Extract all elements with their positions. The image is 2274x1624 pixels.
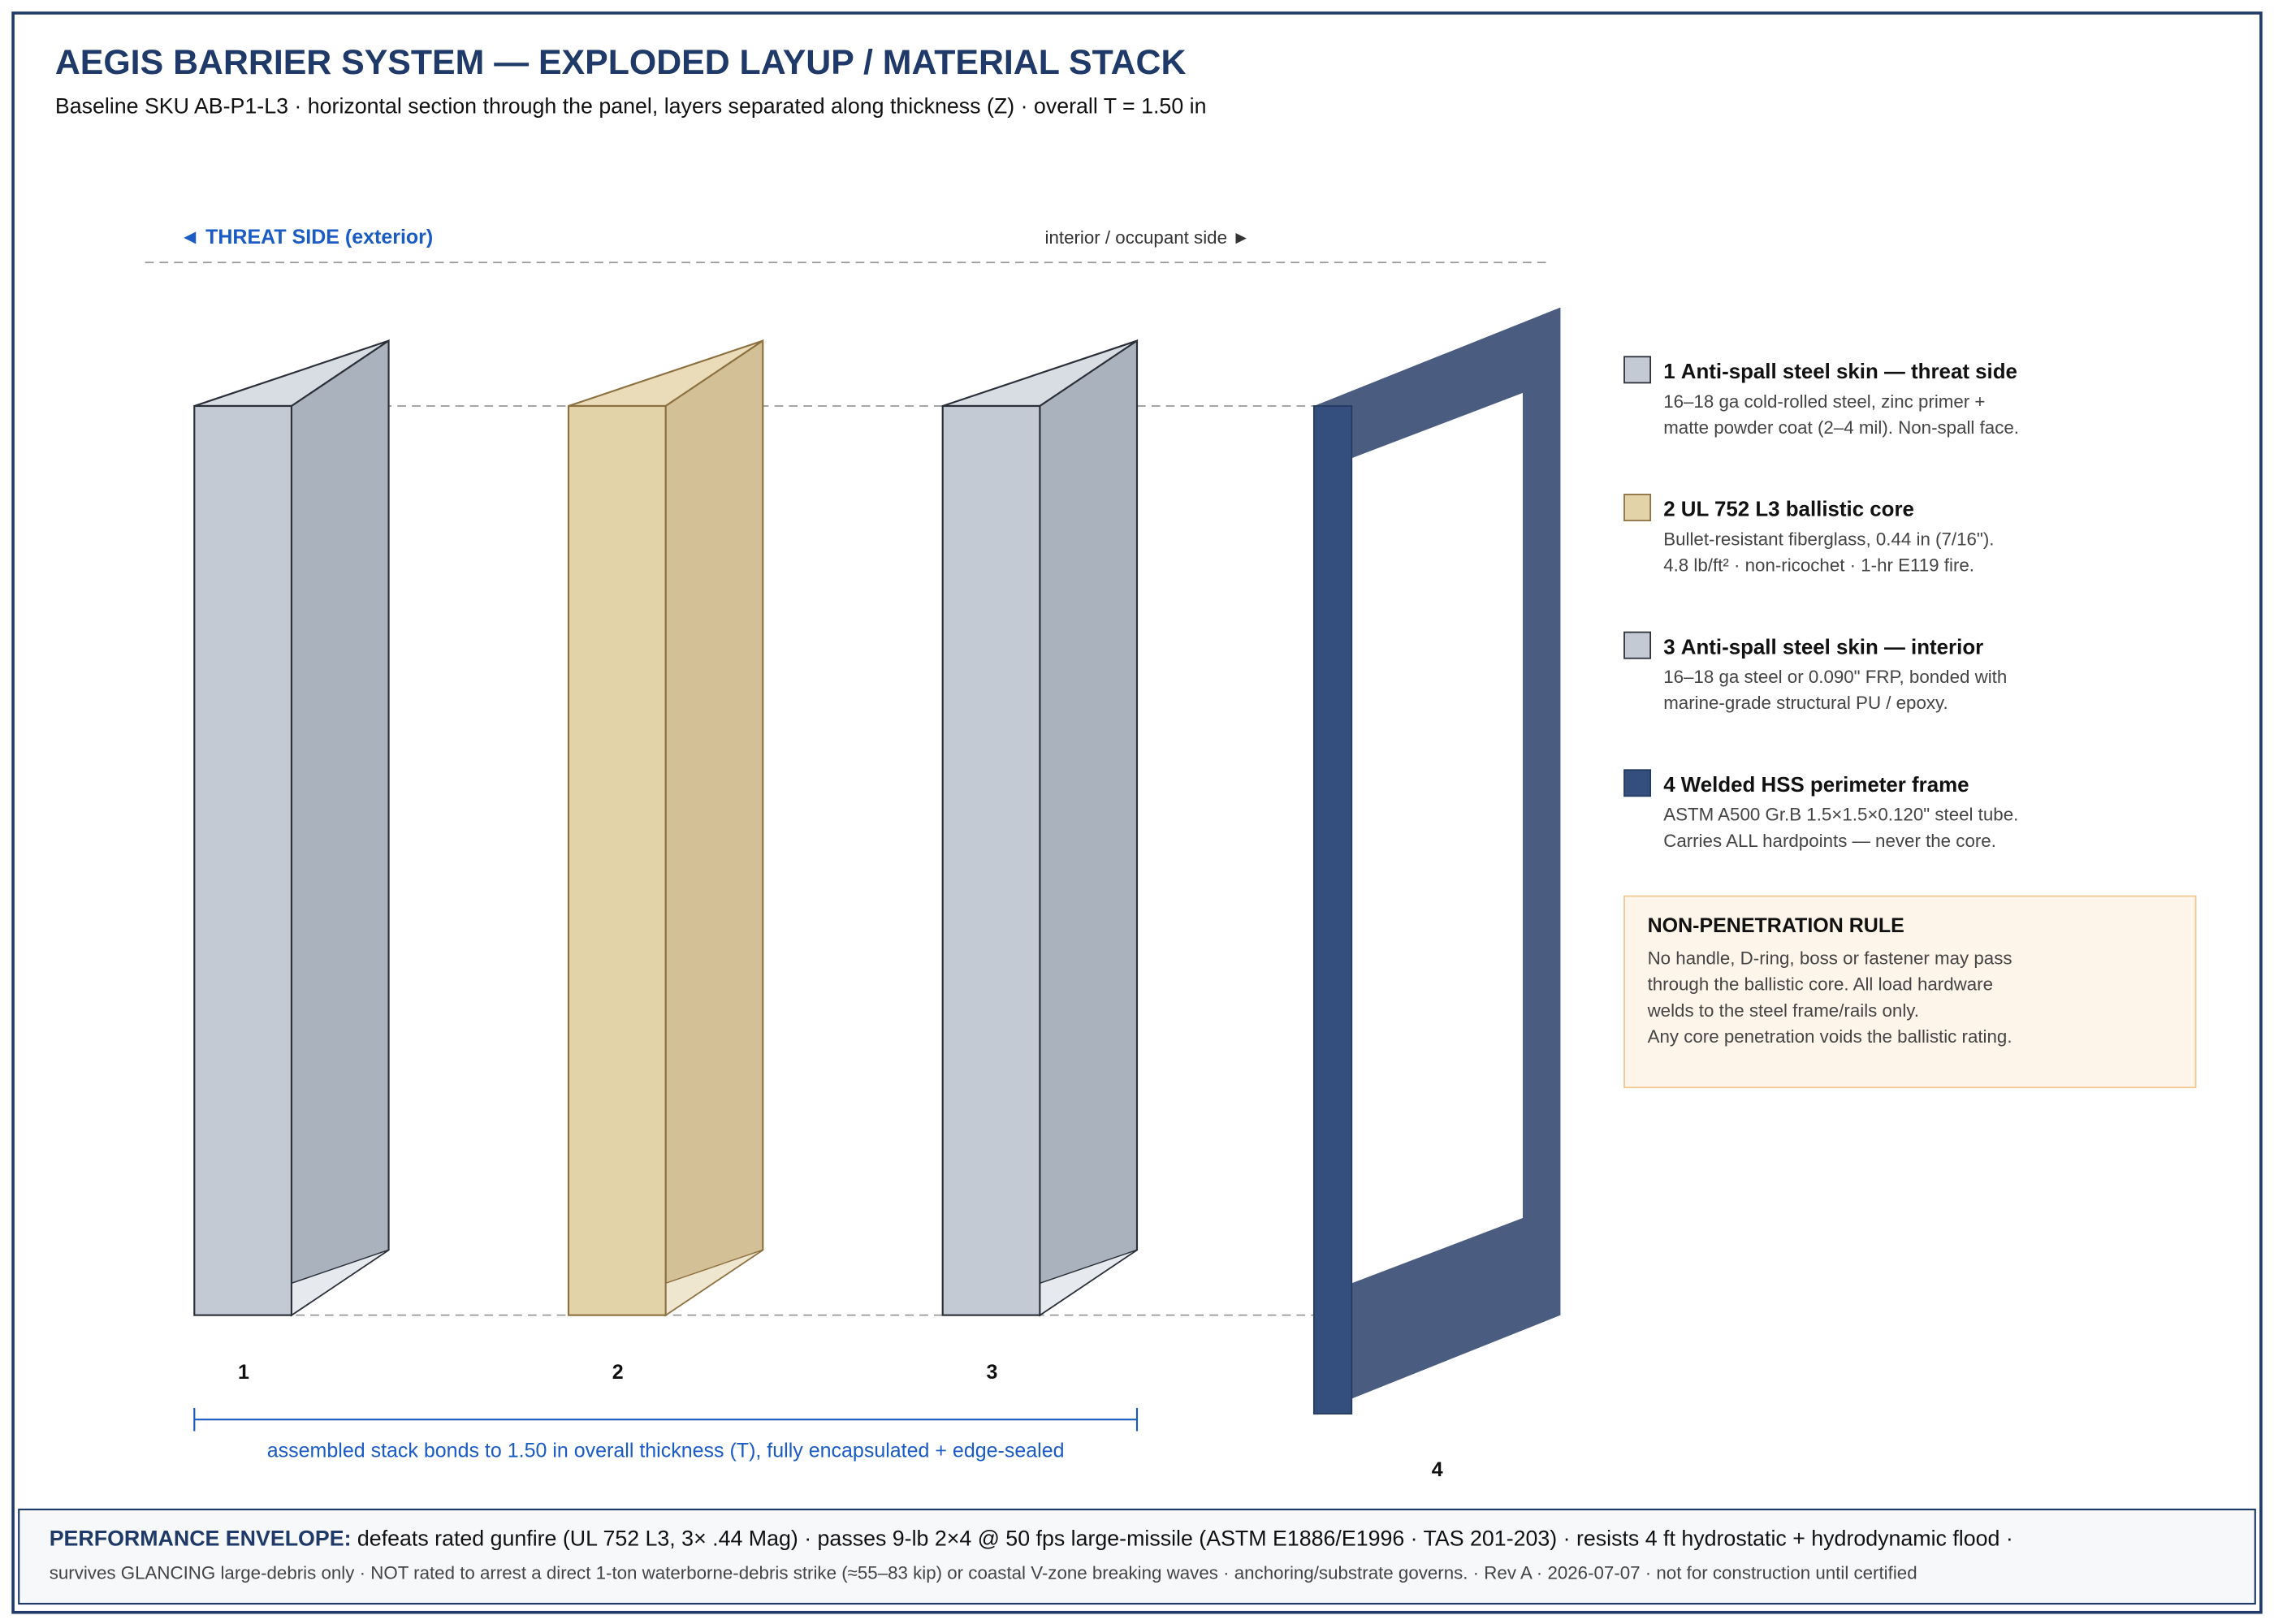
side-face bbox=[664, 339, 764, 1317]
swatch bbox=[1623, 769, 1652, 797]
rule-line: Any core penetration voids the ballistic… bbox=[1648, 1026, 2012, 1047]
legend-title: 3 Anti-spall steel skin — interior bbox=[1663, 636, 1983, 659]
footer-panel bbox=[18, 1508, 2256, 1605]
legend-title: 4 Welded HSS perimeter frame bbox=[1663, 774, 1969, 797]
legend: 1 Anti-spall steel skin — threat side 16… bbox=[1623, 356, 2019, 851]
legend-desc: 16–18 ga steel or 0.090" FRP, bonded wit… bbox=[1663, 667, 2007, 687]
subtitle: Baseline SKU AB-P1-L3 · horizontal secti… bbox=[55, 93, 1207, 118]
interior-side: interior / occupant side ► bbox=[1045, 227, 1251, 248]
legend-desc: Bullet-resistant fiberglass, 0.44 in (7/… bbox=[1663, 529, 1994, 549]
side-face bbox=[290, 339, 390, 1317]
layer-numbers: 1 2 3 4 bbox=[238, 1361, 1443, 1481]
legend-desc: ASTM A500 Gr.B 1.5×1.5×0.120" steel tube… bbox=[1663, 805, 2018, 825]
layer-2 bbox=[567, 339, 764, 1317]
legend-title: 2 UL 752 L3 ballistic core bbox=[1663, 499, 1914, 521]
layer-1 bbox=[193, 339, 390, 1317]
frame-edge bbox=[1312, 405, 1353, 1415]
rule-panel bbox=[1623, 895, 2197, 1089]
frame-opening bbox=[1351, 392, 1523, 1284]
rule-box: NON-PENETRATION RULE No handle, D-ring, … bbox=[1623, 895, 2197, 1089]
layer-number: 4 bbox=[1432, 1458, 1443, 1481]
layer-3 bbox=[941, 339, 1139, 1317]
footer-note: survives GLANCING large-debris only · NO… bbox=[50, 1563, 1917, 1583]
layer-4 bbox=[1312, 307, 1561, 1415]
legend-desc: Carries ALL hardpoints — never the core. bbox=[1663, 831, 1996, 851]
title: AEGIS BARRIER SYSTEM — EXPLODED LAYUP / … bbox=[55, 43, 1187, 82]
footer-line: PERFORMANCE ENVELOPE: defeats rated gunf… bbox=[50, 1527, 2013, 1551]
layer-number: 2 bbox=[612, 1361, 624, 1384]
dimension bbox=[193, 1407, 1139, 1432]
side-face bbox=[1039, 339, 1139, 1317]
front-face bbox=[567, 404, 667, 1316]
stack-note: assembled stack bonds to 1.50 in overall… bbox=[267, 1440, 1065, 1462]
rule-line: No handle, D-ring, boss or fastener may … bbox=[1648, 948, 2012, 969]
legend-desc: matte powder coat (2–4 mil). Non-spall f… bbox=[1663, 417, 2019, 438]
front-face bbox=[941, 404, 1041, 1316]
layer-number: 1 bbox=[238, 1361, 249, 1384]
footer: PERFORMANCE ENVELOPE: defeats rated gunf… bbox=[18, 1508, 2256, 1605]
legend-desc: marine-grade structural PU / epoxy. bbox=[1663, 693, 1948, 713]
swatch bbox=[1623, 356, 1652, 384]
threat-side: ◄ THREAT SIDE (exterior) bbox=[179, 226, 433, 248]
rule-line: through the ballistic core. All load har… bbox=[1648, 974, 1993, 995]
rule-line: welds to the steel frame/rails only. bbox=[1647, 1000, 1919, 1021]
legend-desc: 4.8 lb/ft² · non-ricochet · 1-hr E119 fi… bbox=[1663, 555, 1974, 576]
legend-title: 1 Anti-spall steel skin — threat side bbox=[1663, 361, 2017, 383]
front-face bbox=[193, 404, 293, 1316]
rule-title: NON-PENETRATION RULE bbox=[1648, 914, 1904, 937]
swatch bbox=[1623, 631, 1652, 659]
legend-desc: 16–18 ga cold-rolled steel, zinc primer … bbox=[1663, 391, 1985, 412]
swatch bbox=[1623, 494, 1652, 521]
layer-number: 3 bbox=[986, 1361, 997, 1384]
